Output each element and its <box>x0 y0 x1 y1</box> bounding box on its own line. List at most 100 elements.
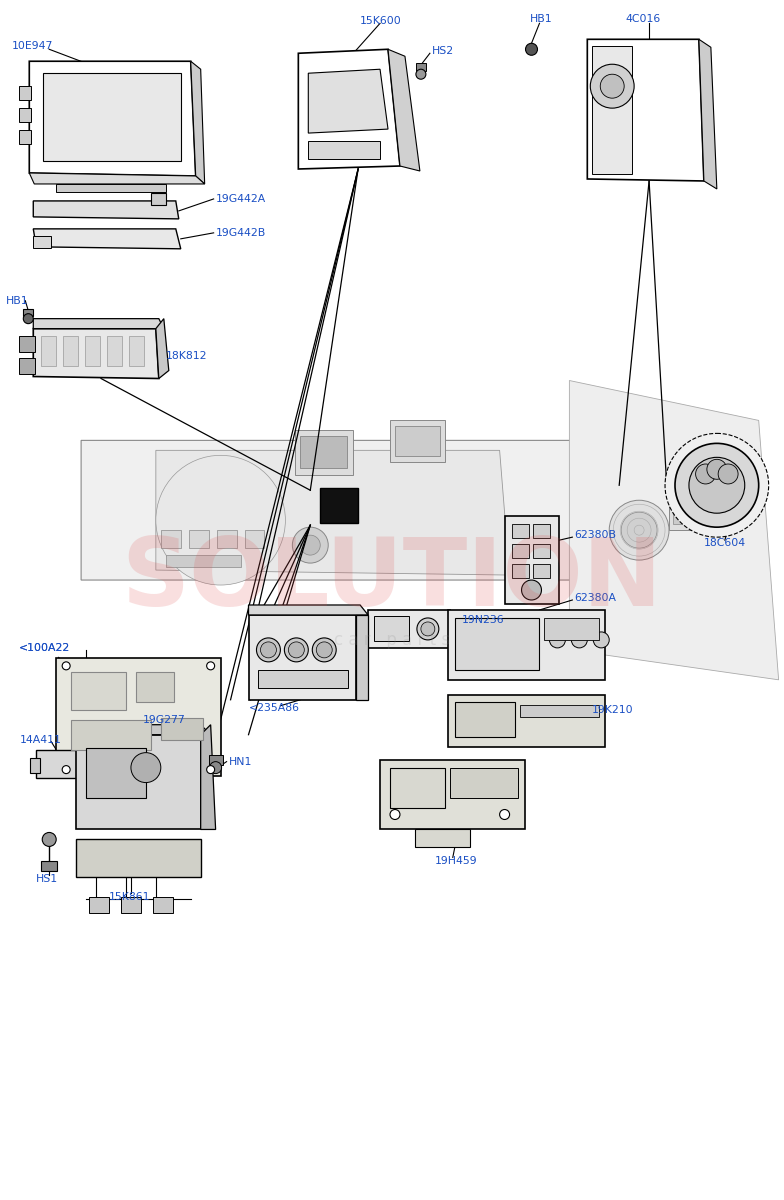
Text: 19G277: 19G277 <box>143 715 186 725</box>
Circle shape <box>260 642 277 658</box>
Text: <235A86: <235A86 <box>249 703 299 713</box>
Bar <box>380 760 524 829</box>
Bar <box>153 898 172 913</box>
Bar <box>42 862 57 871</box>
Bar <box>395 426 440 456</box>
Bar <box>416 64 426 71</box>
Text: 62380A: 62380A <box>575 593 616 604</box>
Bar <box>533 564 550 578</box>
Text: 14A411: 14A411 <box>20 734 61 745</box>
Polygon shape <box>33 200 179 218</box>
Circle shape <box>695 464 716 484</box>
Circle shape <box>609 500 669 560</box>
Text: HB1: HB1 <box>6 295 29 306</box>
Circle shape <box>416 70 426 79</box>
Bar <box>249 614 356 700</box>
Polygon shape <box>388 49 420 170</box>
Circle shape <box>550 632 565 648</box>
Circle shape <box>24 313 33 324</box>
Bar <box>85 336 100 366</box>
Circle shape <box>621 512 657 548</box>
Circle shape <box>707 460 727 479</box>
Polygon shape <box>191 61 205 184</box>
Text: <100A22: <100A22 <box>20 643 71 658</box>
Circle shape <box>42 833 56 846</box>
Bar <box>374 616 409 641</box>
Bar <box>390 420 445 462</box>
Circle shape <box>675 443 759 527</box>
Bar <box>300 437 347 468</box>
Circle shape <box>285 638 308 662</box>
Circle shape <box>316 642 332 658</box>
Circle shape <box>521 580 542 600</box>
Bar <box>71 672 126 709</box>
Bar <box>455 618 539 670</box>
Bar <box>308 142 380 160</box>
Polygon shape <box>299 49 400 169</box>
Bar <box>165 556 241 568</box>
Text: 62380B: 62380B <box>575 530 616 540</box>
Bar <box>533 544 550 558</box>
Bar <box>390 768 445 808</box>
Circle shape <box>718 464 738 484</box>
Circle shape <box>390 810 400 820</box>
Polygon shape <box>699 40 717 188</box>
Bar <box>20 108 31 122</box>
Circle shape <box>312 638 336 662</box>
Bar <box>151 193 165 205</box>
Bar <box>448 610 605 680</box>
Text: 4C016: 4C016 <box>625 14 660 24</box>
Text: 15K861: 15K861 <box>109 893 151 902</box>
Bar <box>450 768 517 798</box>
Text: 18C604: 18C604 <box>704 538 746 548</box>
Circle shape <box>256 638 281 662</box>
Bar <box>76 840 201 877</box>
Bar <box>161 530 181 548</box>
Bar <box>209 755 223 764</box>
Polygon shape <box>249 605 368 614</box>
Bar <box>669 491 724 530</box>
Bar <box>121 898 141 913</box>
Text: 18K812: 18K812 <box>165 350 207 360</box>
Bar <box>64 336 78 366</box>
Text: HB1: HB1 <box>529 14 552 24</box>
Bar <box>20 358 35 373</box>
Circle shape <box>207 662 215 670</box>
Circle shape <box>499 810 510 820</box>
Circle shape <box>207 766 215 774</box>
Bar <box>245 530 264 548</box>
Circle shape <box>300 535 320 556</box>
Bar <box>43 73 181 161</box>
Bar <box>107 336 122 366</box>
Bar <box>136 672 174 702</box>
Circle shape <box>156 455 285 586</box>
Bar <box>86 748 146 798</box>
Bar <box>368 610 450 648</box>
Bar <box>259 670 348 688</box>
Text: 19K210: 19K210 <box>591 704 633 715</box>
Polygon shape <box>29 61 196 176</box>
Bar <box>76 734 201 829</box>
Text: 10E947: 10E947 <box>11 41 53 52</box>
Polygon shape <box>156 319 169 378</box>
Bar <box>56 658 220 775</box>
Bar <box>296 431 353 475</box>
Circle shape <box>572 632 587 648</box>
Polygon shape <box>569 380 779 680</box>
Circle shape <box>209 762 222 774</box>
Polygon shape <box>33 319 164 329</box>
Text: HN1: HN1 <box>229 757 252 767</box>
Bar <box>455 702 514 737</box>
Text: HS1: HS1 <box>36 875 58 884</box>
Circle shape <box>421 622 435 636</box>
Bar <box>20 336 35 352</box>
Bar <box>320 488 358 523</box>
Bar <box>673 494 720 524</box>
Polygon shape <box>33 329 159 378</box>
Circle shape <box>525 43 538 55</box>
Polygon shape <box>29 173 205 184</box>
Bar <box>415 829 470 847</box>
Text: 19N236: 19N236 <box>462 614 504 625</box>
Bar <box>448 695 605 746</box>
Bar <box>89 898 109 913</box>
